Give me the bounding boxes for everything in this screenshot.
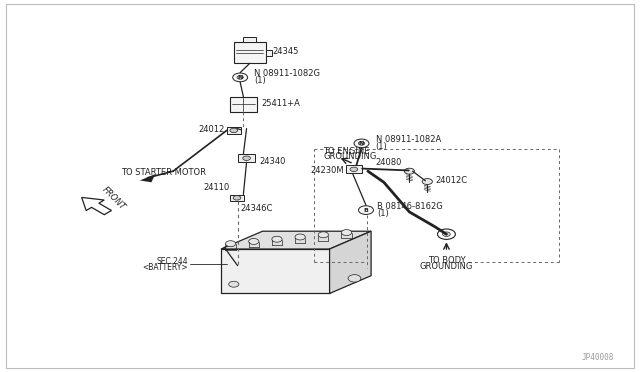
Text: B: B [364,208,369,212]
Text: (1): (1) [376,142,387,151]
Circle shape [348,275,361,282]
Bar [234,42,266,63]
Text: SEC.244: SEC.244 [156,257,188,266]
Text: N: N [237,75,243,80]
Circle shape [404,168,415,174]
Text: FRONT: FRONT [100,185,127,212]
Bar [243,37,256,42]
Circle shape [354,139,369,148]
Bar [238,154,255,162]
Text: TO STARTER MOTOR: TO STARTER MOTOR [121,168,205,177]
Circle shape [358,206,374,214]
Circle shape [228,281,239,287]
Circle shape [422,179,433,185]
Circle shape [249,238,259,244]
Circle shape [350,167,358,171]
Circle shape [443,232,451,236]
Text: (1): (1) [378,209,389,218]
Text: 24012: 24012 [198,125,224,134]
Text: N 08911-1082A: N 08911-1082A [376,135,441,144]
Text: 24340: 24340 [259,157,285,166]
Circle shape [318,232,328,238]
Text: 24012C: 24012C [435,176,467,185]
Text: 24345: 24345 [272,47,298,56]
Text: 24110: 24110 [203,183,229,192]
Circle shape [358,141,365,145]
Circle shape [341,230,351,235]
Text: JP40008: JP40008 [581,353,614,362]
Circle shape [295,234,305,240]
Polygon shape [140,174,156,182]
Circle shape [243,156,250,160]
Polygon shape [221,249,330,294]
Circle shape [272,236,282,242]
Text: N: N [359,141,364,146]
Circle shape [230,128,237,133]
Bar [346,165,362,173]
Text: TO ENGINE: TO ENGINE [323,147,370,155]
Polygon shape [330,231,371,294]
Bar [230,97,257,112]
Circle shape [233,73,248,82]
Text: 24346C: 24346C [240,204,273,213]
Circle shape [225,241,236,247]
Circle shape [233,196,241,200]
Text: <BATTERY>: <BATTERY> [142,263,188,272]
Polygon shape [221,231,371,249]
Text: 25411+A: 25411+A [261,99,300,108]
Text: GROUNDING: GROUNDING [420,262,473,271]
Text: 24230M: 24230M [310,166,344,174]
Text: B 08146-8162G: B 08146-8162G [378,202,444,211]
Text: GROUNDING: GROUNDING [323,152,376,161]
Text: TO BODY: TO BODY [428,256,465,265]
Circle shape [237,76,243,79]
Text: N 08911-1082G: N 08911-1082G [254,69,320,78]
Bar [227,127,241,134]
Text: (1): (1) [254,76,266,85]
Bar [266,49,272,55]
Text: 24080: 24080 [376,158,402,167]
Bar [230,195,244,201]
